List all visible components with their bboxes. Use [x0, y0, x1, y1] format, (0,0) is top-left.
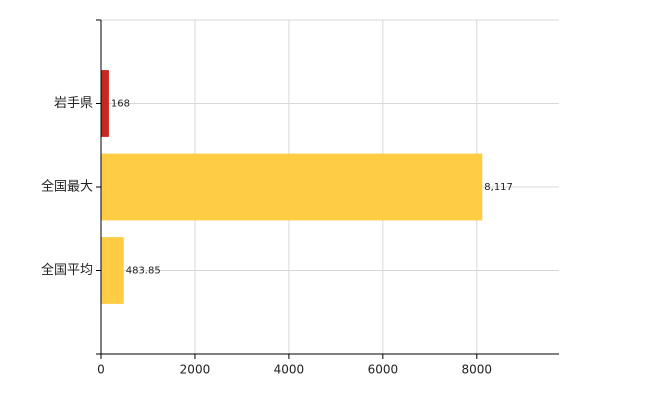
x-tick-label: 4000	[274, 363, 305, 377]
value-label: 168	[111, 99, 130, 110]
x-tick-label: 0	[97, 363, 105, 377]
bar	[101, 237, 124, 304]
y-tick-label: 全国平均	[41, 262, 93, 278]
value-label: 483.85	[126, 266, 161, 277]
y-tick-label: 岩手県	[54, 96, 93, 111]
x-tick-label: 2000	[180, 363, 211, 377]
y-tick-label: 全国最大	[41, 179, 93, 195]
x-tick-label: 6000	[368, 363, 399, 377]
value-label: 8,117	[484, 182, 513, 193]
x-tick-label: 8000	[462, 363, 493, 377]
bar	[101, 70, 109, 137]
bar	[101, 153, 483, 221]
